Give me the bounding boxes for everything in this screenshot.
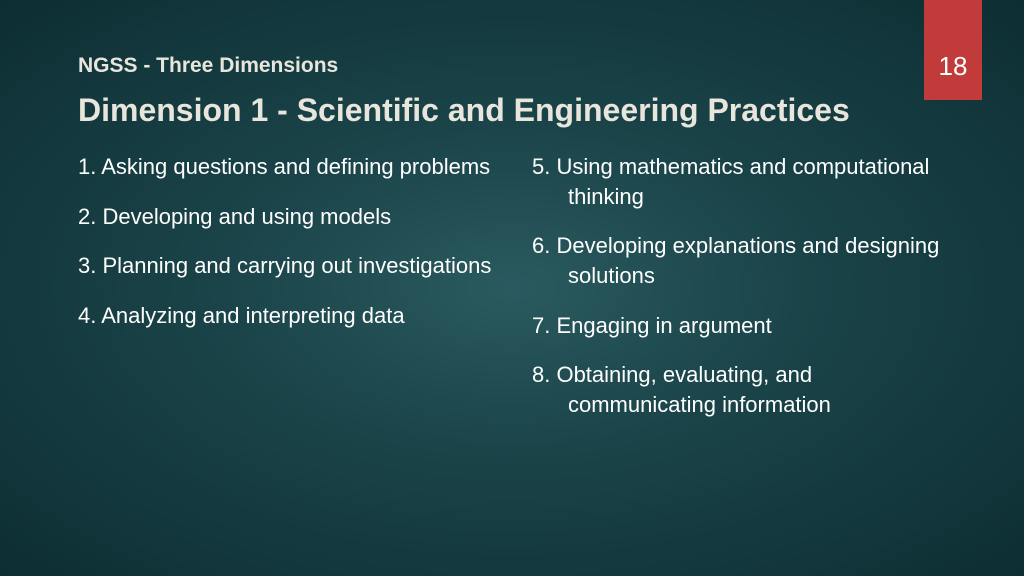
list-item: 1. Asking questions and defining problem… [78, 152, 512, 182]
list-item: 4. Analyzing and interpreting data [78, 301, 512, 331]
list-item: 7. Engaging in argument [532, 311, 966, 341]
page-number: 18 [939, 51, 968, 82]
list-item: 8. Obtaining, evaluating, and communicat… [532, 360, 966, 419]
page-number-tab: 18 [924, 0, 982, 100]
content-columns: 1. Asking questions and defining problem… [78, 152, 966, 440]
right-column: 5. Using mathematics and computational t… [532, 152, 966, 440]
list-item: 5. Using mathematics and computational t… [532, 152, 966, 211]
slide-title: Dimension 1 - Scientific and Engineering… [78, 92, 850, 129]
left-column: 1. Asking questions and defining problem… [78, 152, 512, 440]
slide-header: NGSS - Three Dimensions [78, 54, 338, 78]
list-item: 3. Planning and carrying out investigati… [78, 251, 512, 281]
list-item: 2. Developing and using models [78, 202, 512, 232]
list-item: 6. Developing explanations and designing… [532, 231, 966, 290]
